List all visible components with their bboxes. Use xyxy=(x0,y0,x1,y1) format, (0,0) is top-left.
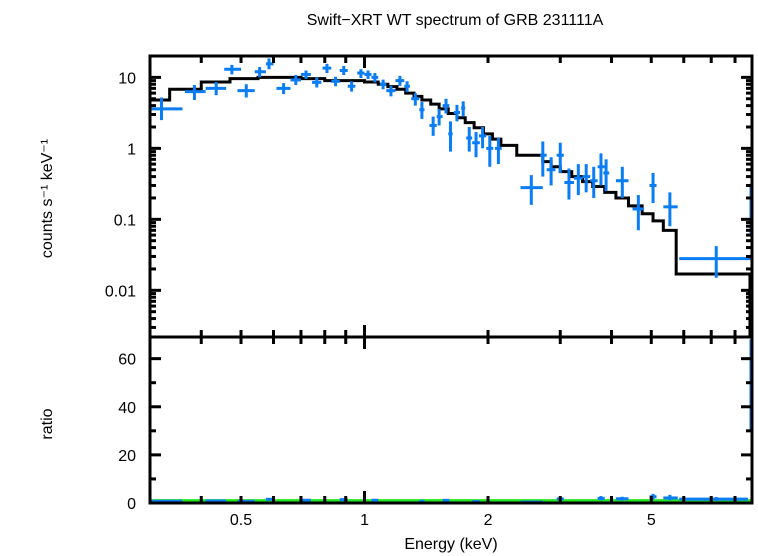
bottom-y-tick-labels: 0 20 40 60 xyxy=(118,352,136,513)
data-point xyxy=(486,135,494,167)
data-point xyxy=(205,499,227,503)
data-point xyxy=(520,175,543,205)
data-point xyxy=(395,75,405,86)
data-point xyxy=(386,85,396,97)
top-y-tick-labels: 10 1 0.1 0.01 xyxy=(105,70,136,300)
data-point xyxy=(300,498,311,502)
data-point xyxy=(184,85,206,100)
y-tick-label: 20 xyxy=(118,448,136,465)
model-step-path xyxy=(150,75,752,339)
y-tick-label: 10 xyxy=(118,70,136,87)
data-point xyxy=(442,98,450,114)
data-point xyxy=(573,164,583,196)
data-point xyxy=(371,498,379,502)
data-point xyxy=(237,84,255,98)
x-tick-label: 1 xyxy=(360,512,369,529)
model-step-line xyxy=(150,75,752,339)
y-tick-label: 0 xyxy=(127,496,136,513)
data-point xyxy=(466,126,473,152)
data-point xyxy=(448,121,453,152)
y-tick-label: 0.01 xyxy=(105,283,136,300)
data-point xyxy=(649,172,657,203)
y-tick-label: 0.1 xyxy=(114,212,136,229)
data-point xyxy=(478,126,487,149)
data-point xyxy=(419,101,425,119)
data-point xyxy=(265,58,274,70)
data-point xyxy=(371,73,379,83)
data-point xyxy=(224,64,242,75)
data-point xyxy=(357,69,365,78)
y-tick-label: 40 xyxy=(118,400,136,417)
x-axis-label: Energy (keV) xyxy=(404,536,497,553)
bottom-plot-frame xyxy=(148,335,754,505)
data-point xyxy=(540,141,547,177)
data-point xyxy=(556,142,564,173)
y-tick-label: 60 xyxy=(118,352,136,369)
data-point xyxy=(546,157,556,186)
data-point xyxy=(364,70,372,79)
data-point xyxy=(564,168,574,200)
data-point xyxy=(205,82,227,96)
data-point xyxy=(429,116,437,136)
data-point xyxy=(597,496,605,501)
x-tick-labels: 0.5 1 2 5 xyxy=(230,512,656,529)
data-point xyxy=(461,101,466,117)
data-point xyxy=(411,93,420,106)
data-point xyxy=(679,496,748,501)
bottom-axis-ticks xyxy=(150,337,752,505)
data-point xyxy=(597,153,605,186)
data-point xyxy=(663,192,678,227)
data-point xyxy=(150,97,183,121)
data-point xyxy=(290,74,301,86)
data-point xyxy=(347,81,356,92)
data-point xyxy=(379,79,387,90)
data-point xyxy=(615,496,629,501)
top-plot-frame xyxy=(148,54,754,339)
top-axis-ticks xyxy=(150,56,752,349)
data-point xyxy=(679,246,752,278)
bottom-y-axis-label: ratio xyxy=(39,408,56,439)
data-point xyxy=(276,83,291,95)
data-point xyxy=(453,104,461,122)
data-point xyxy=(436,108,443,126)
data-point xyxy=(404,81,410,93)
data-point xyxy=(331,76,340,87)
data-point xyxy=(603,159,610,192)
data-point xyxy=(312,77,322,88)
data-point xyxy=(300,70,311,79)
y-tick-label: 1 xyxy=(127,141,136,158)
data-point xyxy=(590,166,598,198)
top-y-axis-label: counts s⁻¹ keV⁻¹ xyxy=(39,139,56,258)
x-tick-label: 0.5 xyxy=(230,512,252,529)
data-point xyxy=(495,137,502,165)
top-panel: 10 1 0.1 0.01 counts s⁻¹ keV⁻¹ xyxy=(39,54,754,349)
data-point xyxy=(442,498,450,502)
x-tick-label: 2 xyxy=(484,512,493,529)
data-point xyxy=(339,65,348,75)
data-point xyxy=(322,63,332,74)
chart-title: Swift−XRT WT spectrum of GRB 231111A xyxy=(307,12,604,29)
bottom-panel: 0 20 40 60 0.5 1 2 5 ratio Energy (keV) xyxy=(39,335,754,553)
data-point xyxy=(632,195,645,231)
data-point xyxy=(254,66,266,78)
ratio-data-points xyxy=(150,339,753,504)
top-data-points xyxy=(150,58,753,278)
x-tick-label: 5 xyxy=(647,512,656,529)
data-point xyxy=(663,494,678,501)
data-point xyxy=(615,166,629,198)
data-point xyxy=(582,164,591,193)
data-point xyxy=(472,131,480,158)
